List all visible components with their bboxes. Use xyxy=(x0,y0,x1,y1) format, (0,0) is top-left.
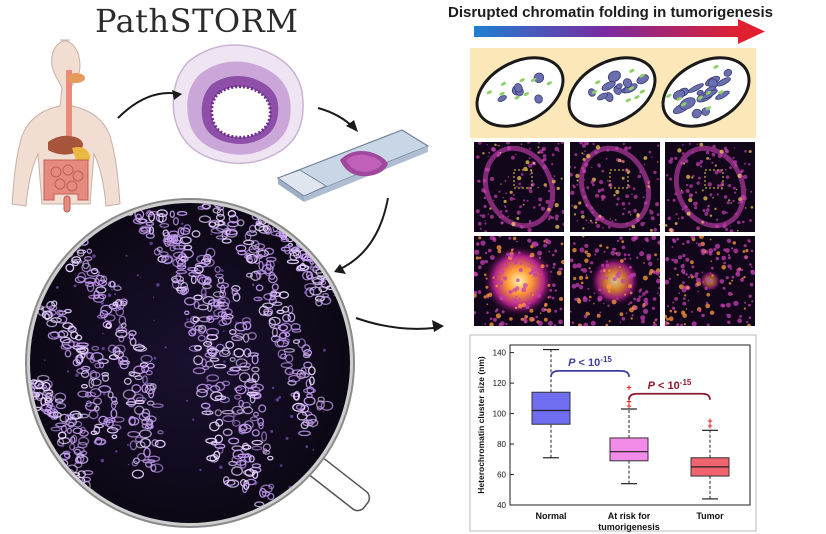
progression-arrow xyxy=(474,19,765,44)
nucleus-schematic xyxy=(661,56,751,128)
outlier-marker: + xyxy=(707,416,712,426)
box xyxy=(531,391,571,425)
box xyxy=(609,437,649,462)
y-axis-label: Heterochromatin cluster size (nm) xyxy=(476,356,486,494)
storm-zoom-image xyxy=(570,236,660,326)
box-series: +++ xyxy=(609,383,649,485)
microscope-slide-icon xyxy=(276,129,430,202)
plot-area xyxy=(509,344,751,506)
chromatin-schematic-panel xyxy=(470,48,756,138)
y-tick-label: 100 xyxy=(493,410,507,419)
x-category-label: tumorigenesis xyxy=(598,522,660,532)
human-digestive-system-icon xyxy=(11,39,121,213)
p-value-label: P < 10-15 xyxy=(568,355,612,369)
storm-nucleus-image xyxy=(570,142,660,232)
box-series xyxy=(531,348,571,459)
storm-tissue-image xyxy=(30,203,350,521)
outlier-marker: + xyxy=(626,383,631,393)
figure-title: PathSTORM xyxy=(95,2,299,40)
tissue-cross-section-icon xyxy=(172,44,304,165)
outlier-marker: + xyxy=(626,401,631,411)
magnifying-glass-icon xyxy=(25,198,371,528)
y-tick-label: 40 xyxy=(497,501,506,510)
x-category-label: Tumor xyxy=(696,511,724,521)
x-category-label: At risk for xyxy=(608,511,651,521)
y-tick-label: 80 xyxy=(497,440,506,449)
p-value-label: P < 10-15 xyxy=(648,378,692,392)
storm-zoom-image xyxy=(474,236,564,326)
x-category-label: Normal xyxy=(535,511,566,521)
box-series: ++ xyxy=(690,416,730,500)
boxplot-chart: Heterochromatin cluster size (nm) 40 60 80… xyxy=(469,334,757,532)
y-tick-label: 120 xyxy=(493,379,507,388)
nucleus-schematic xyxy=(475,56,565,128)
storm-zoom-image xyxy=(665,236,755,326)
panel-headline: Disrupted chromatin folding in tumorigen… xyxy=(448,4,774,21)
storm-nucleus-image xyxy=(665,142,755,232)
storm-nucleus-image xyxy=(474,142,564,232)
nucleus-schematic xyxy=(567,56,657,128)
significance-bracket xyxy=(550,370,630,377)
outlier-marker: + xyxy=(707,421,712,431)
significance-bracket xyxy=(628,392,711,400)
y-tick-label: 140 xyxy=(493,349,507,358)
arrow-heads xyxy=(172,90,444,332)
outlier-marker: + xyxy=(626,396,631,406)
y-tick-label: 60 xyxy=(497,471,506,480)
storm-nucleus-images xyxy=(474,142,755,326)
